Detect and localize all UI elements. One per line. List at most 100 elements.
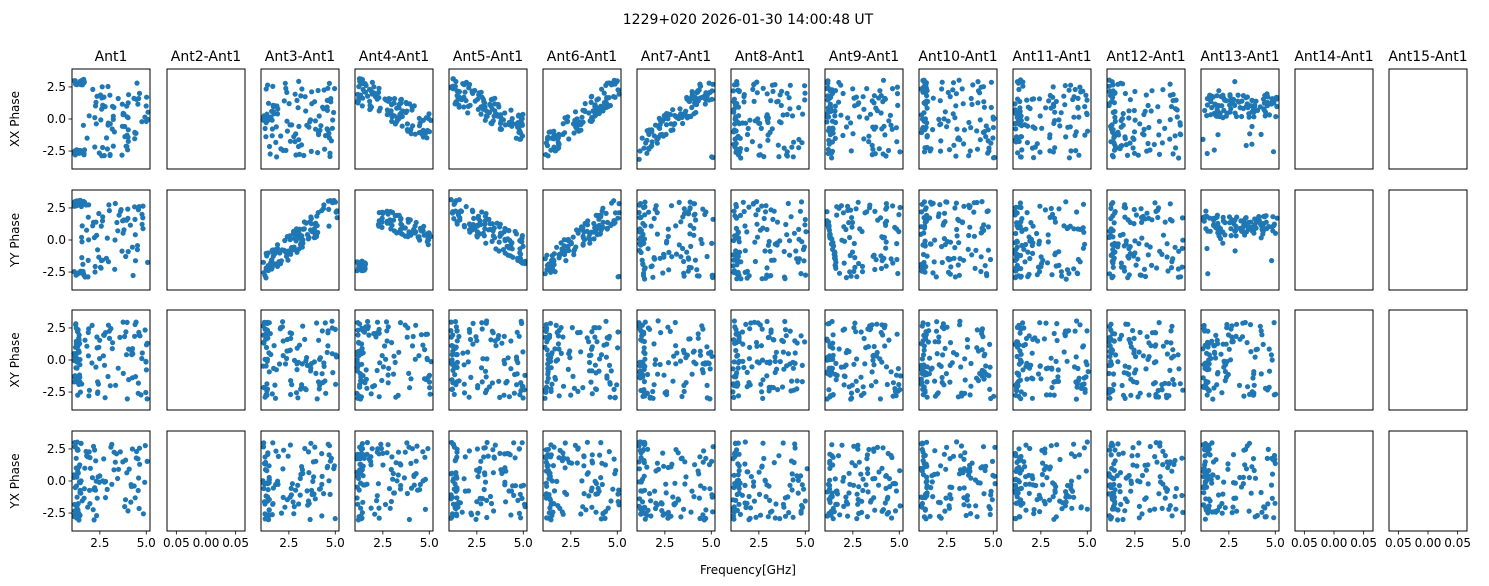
data-point xyxy=(1109,99,1115,105)
data-point xyxy=(952,245,958,251)
data-point xyxy=(1017,108,1023,115)
data-point xyxy=(422,506,428,512)
data-point xyxy=(1126,108,1132,114)
data-point xyxy=(871,93,878,99)
data-point xyxy=(641,338,648,345)
data-point xyxy=(143,367,149,373)
data-point xyxy=(560,334,566,340)
data-point xyxy=(1041,336,1047,342)
data-point xyxy=(589,485,595,491)
data-point xyxy=(125,206,131,212)
data-point xyxy=(939,244,945,250)
data-point xyxy=(359,441,365,447)
data-point xyxy=(332,199,338,205)
data-point xyxy=(703,90,709,96)
data-point xyxy=(764,373,770,379)
data-point xyxy=(615,499,621,505)
data-point xyxy=(142,443,148,449)
data-point xyxy=(582,101,588,107)
data-point xyxy=(860,487,866,494)
data-point xyxy=(824,111,831,117)
data-point xyxy=(366,332,372,338)
data-point xyxy=(672,480,678,486)
data-point xyxy=(1262,92,1268,99)
data-point xyxy=(271,343,277,349)
data-point xyxy=(287,442,293,448)
data-point xyxy=(777,359,783,365)
data-point xyxy=(603,354,610,360)
data-point xyxy=(1262,385,1269,391)
data-point xyxy=(775,387,781,393)
panel-r1-c3 xyxy=(354,189,434,291)
data-point xyxy=(770,216,776,222)
data-point xyxy=(753,339,760,346)
data-point xyxy=(776,154,782,160)
data-point xyxy=(599,481,605,488)
data-point xyxy=(556,346,562,352)
data-point xyxy=(386,486,393,492)
data-point xyxy=(1160,343,1166,349)
data-point xyxy=(72,354,78,360)
data-point xyxy=(453,487,459,493)
data-point xyxy=(93,458,99,464)
data-point xyxy=(971,233,978,239)
data-point xyxy=(81,79,87,85)
data-point xyxy=(92,485,98,491)
data-point xyxy=(265,335,271,341)
data-point xyxy=(516,129,522,135)
data-point xyxy=(1021,325,1027,331)
data-point xyxy=(1235,98,1241,104)
data-point xyxy=(832,108,838,114)
data-point xyxy=(1077,84,1083,90)
data-point xyxy=(375,481,381,487)
data-point xyxy=(1216,88,1222,94)
data-point xyxy=(775,142,781,148)
data-point xyxy=(589,458,595,464)
data-point xyxy=(101,332,107,338)
data-point xyxy=(873,353,880,359)
data-point xyxy=(484,439,490,446)
data-point xyxy=(79,234,85,240)
data-point xyxy=(1112,209,1118,215)
data-point xyxy=(928,241,934,247)
data-point xyxy=(845,203,851,209)
data-point xyxy=(948,264,954,270)
data-point xyxy=(772,82,778,88)
data-point xyxy=(473,516,479,523)
data-point xyxy=(466,227,473,233)
data-point xyxy=(691,201,698,207)
data-point xyxy=(798,473,804,479)
data-point xyxy=(937,202,943,208)
data-point xyxy=(1073,148,1079,154)
data-point xyxy=(869,98,875,104)
data-point xyxy=(593,386,600,393)
data-point xyxy=(1211,343,1218,349)
data-point xyxy=(359,467,365,473)
data-point xyxy=(361,267,367,273)
data-point xyxy=(957,256,963,262)
data-point xyxy=(422,454,428,460)
data-point xyxy=(799,379,805,385)
data-point xyxy=(1107,343,1113,349)
data-point xyxy=(941,326,947,332)
data-point xyxy=(1034,230,1040,237)
data-point xyxy=(792,360,798,366)
data-point xyxy=(304,488,310,494)
data-point xyxy=(991,115,997,121)
data-point xyxy=(887,112,894,118)
data-point xyxy=(731,394,737,400)
data-point xyxy=(1017,252,1024,259)
data-point xyxy=(730,252,736,258)
data-point xyxy=(270,501,276,507)
column-title: Ant9-Ant1 xyxy=(829,49,899,65)
data-point xyxy=(836,346,842,352)
data-point xyxy=(1112,242,1118,248)
data-point xyxy=(603,210,609,216)
data-point xyxy=(594,97,600,103)
data-point xyxy=(664,389,670,395)
data-point xyxy=(1140,131,1146,137)
data-point xyxy=(265,100,272,106)
data-point xyxy=(1226,346,1232,352)
data-point xyxy=(919,126,926,132)
data-point xyxy=(1160,87,1166,93)
